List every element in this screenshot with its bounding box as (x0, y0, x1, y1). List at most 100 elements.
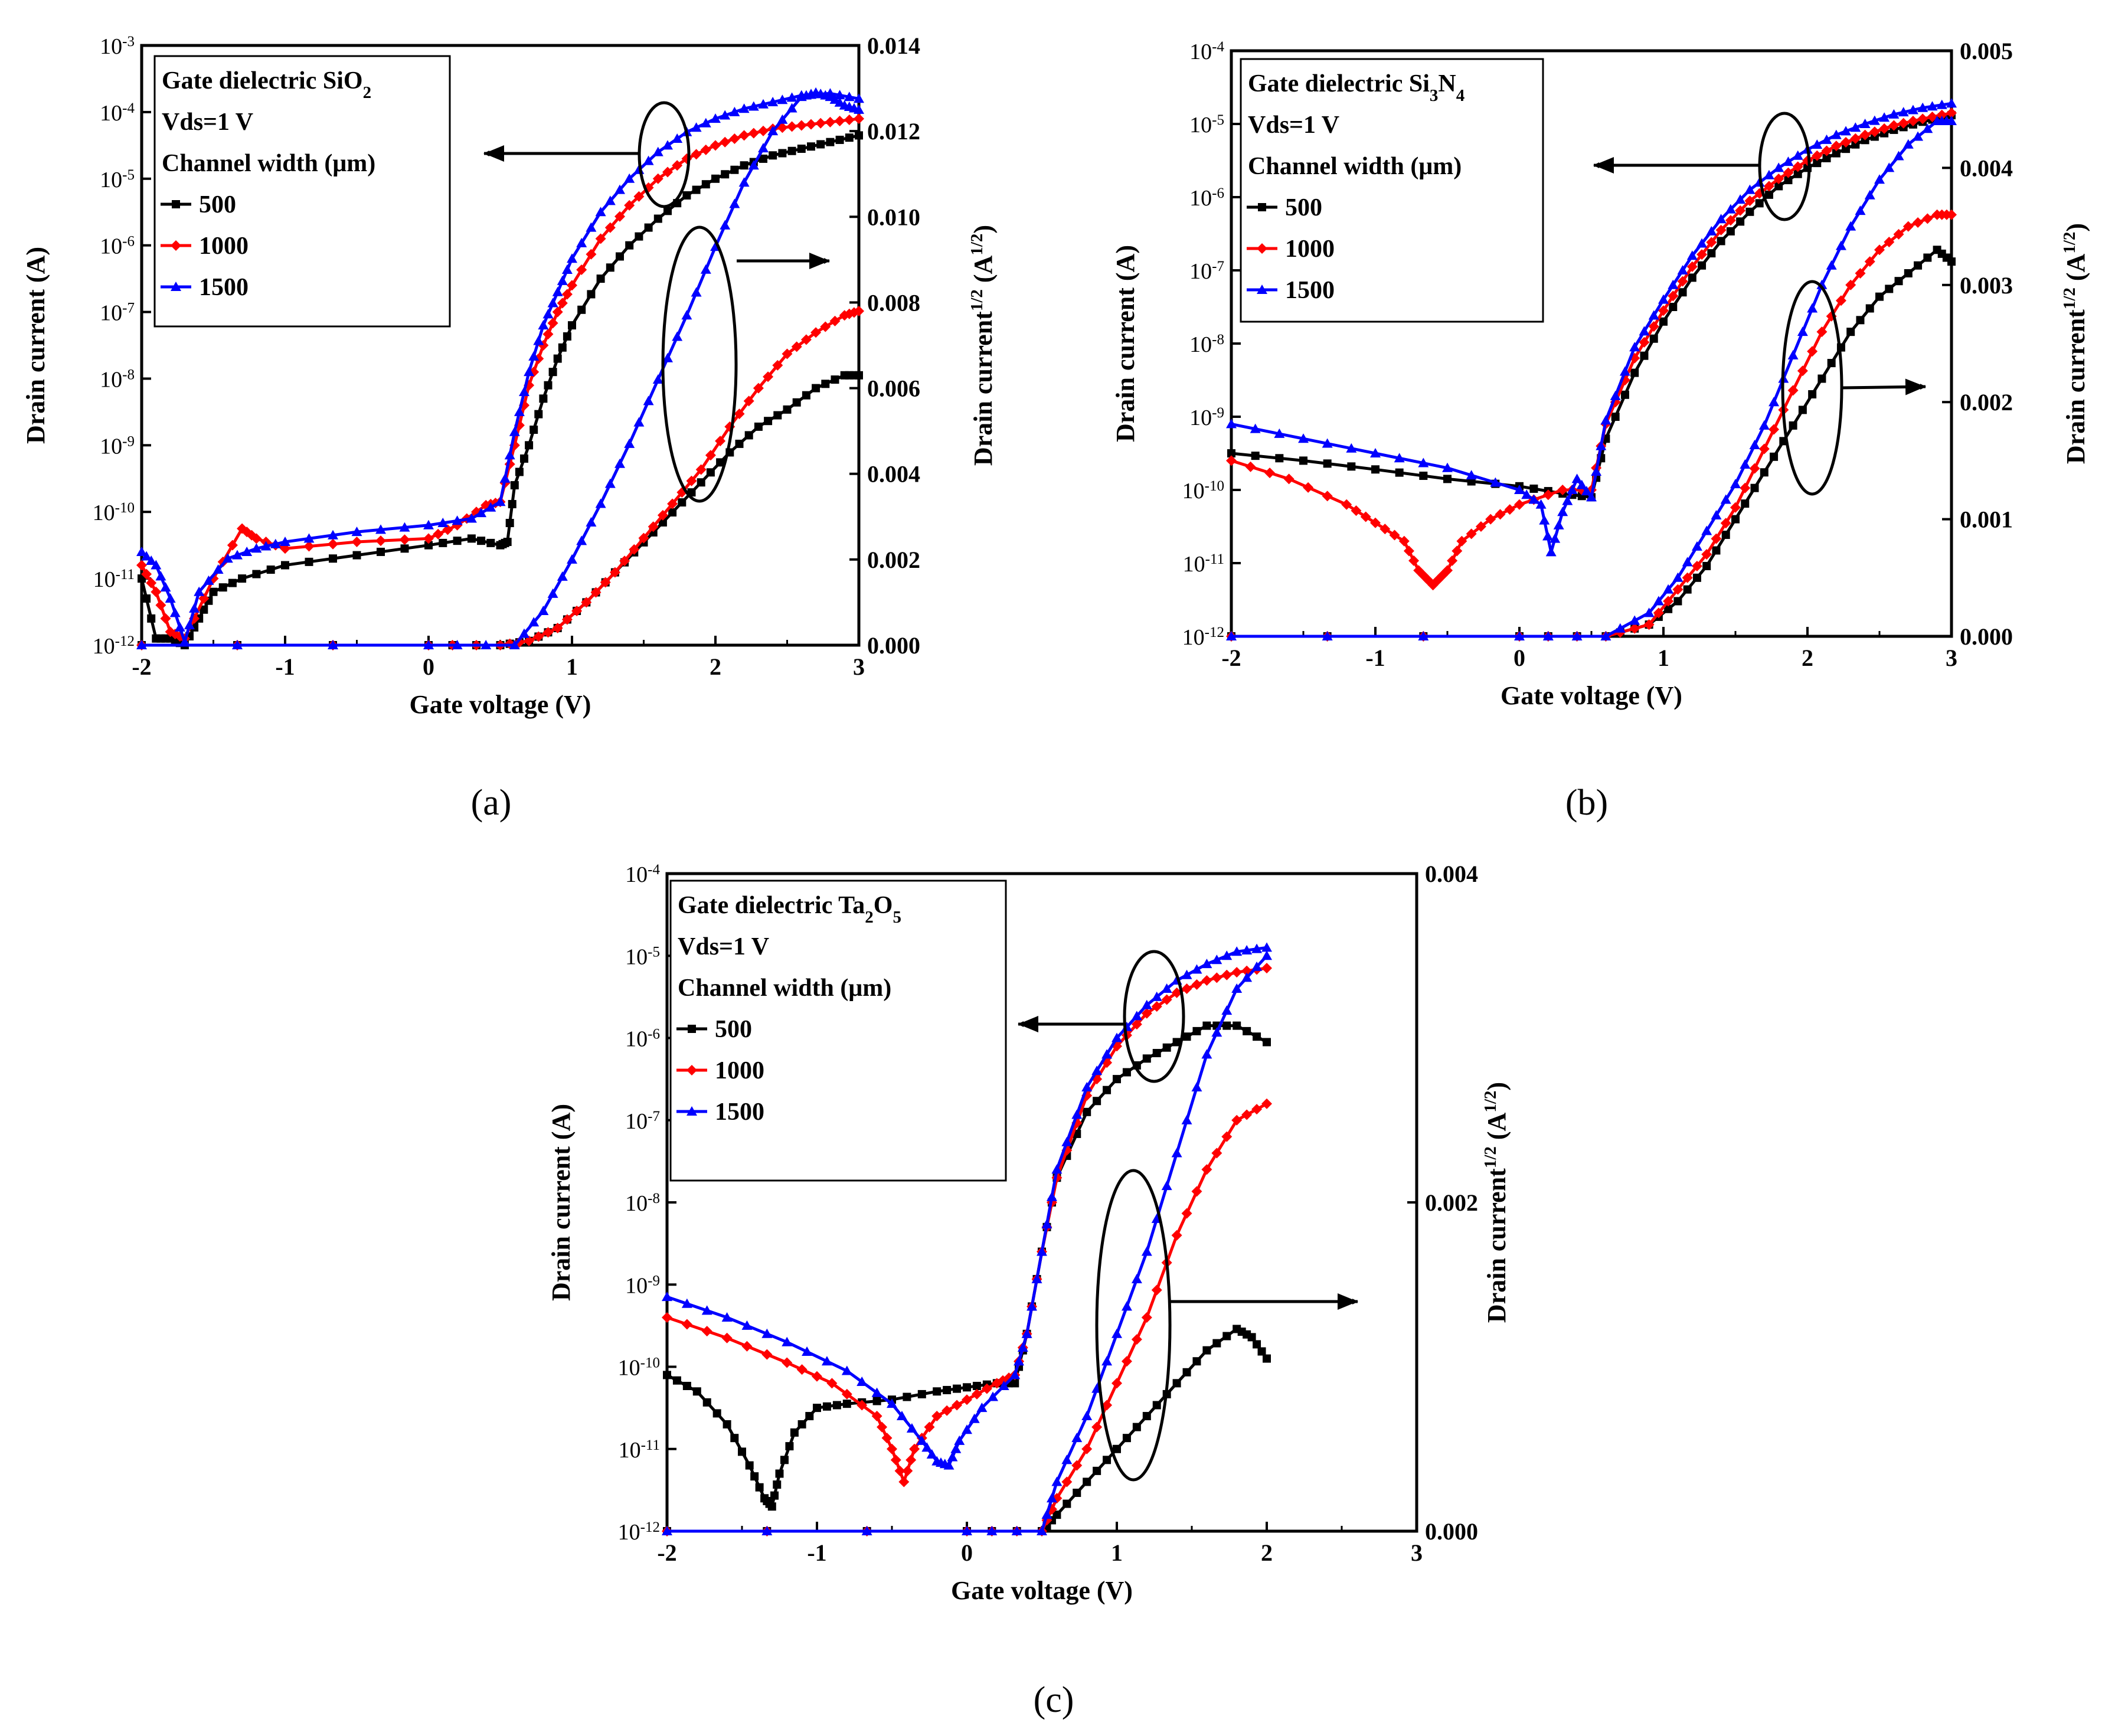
data-point-1500 (720, 220, 731, 230)
data-point-500 (644, 223, 653, 232)
data-point-1500 (1061, 1136, 1073, 1146)
data-point-500 (281, 561, 289, 570)
data-point-1000 (151, 586, 162, 597)
legend-title: Gate dielectric Si3N4 (1248, 70, 1465, 105)
data-point-1500 (1787, 349, 1799, 359)
y-right-tick-label: 0.000 (867, 632, 920, 659)
y-left-tick-label: 10-10 (93, 500, 135, 526)
data-point-1500 (1071, 1433, 1083, 1443)
data-point-1500 (1715, 214, 1727, 224)
data-point-1000 (609, 567, 620, 578)
data-point-1500 (681, 1298, 692, 1308)
data-point-500 (508, 500, 517, 509)
data-point-500 (770, 1491, 779, 1500)
data-point-1500 (519, 387, 529, 397)
data-point-1500 (1490, 477, 1501, 487)
data-point-1500 (777, 114, 788, 124)
data-point-1500 (452, 515, 463, 525)
data-point-1000 (1946, 107, 1957, 119)
data-point-1500 (954, 1435, 965, 1445)
data-point-500 (1142, 1054, 1151, 1063)
data-point-1500 (1014, 1356, 1025, 1366)
data-point-1000 (1360, 511, 1371, 522)
data-point-1000 (1264, 467, 1276, 479)
data-point-500 (1251, 452, 1260, 460)
data-point-500 (692, 185, 701, 194)
y-left-tick-label: 10-6 (100, 233, 135, 259)
data-point-1500 (542, 309, 554, 319)
data-point-1500 (1893, 151, 1904, 161)
data-point-1500 (538, 320, 549, 330)
data-point-1500 (136, 640, 147, 649)
data-point-1500 (155, 571, 166, 581)
data-point-1500 (1191, 964, 1202, 974)
data-point-1000 (1442, 565, 1453, 576)
y-left-tick-label: 10-4 (1189, 39, 1224, 65)
data-point-1500 (691, 287, 702, 297)
data-point-1000 (902, 1465, 913, 1476)
data-point-500 (505, 519, 514, 528)
legend-marker-500 (172, 200, 180, 208)
data-point-1000 (743, 395, 754, 407)
data-point-500 (1257, 1347, 1266, 1356)
data-point-500 (1721, 531, 1730, 540)
data-point-1500 (1567, 485, 1578, 494)
data-point-500 (872, 1397, 881, 1405)
data-point-1500 (1596, 440, 1607, 450)
data-point-1500 (1643, 607, 1655, 617)
legend-marker-1500 (1257, 285, 1267, 294)
data-point-1000 (1408, 555, 1420, 566)
data-point-1000 (952, 1400, 963, 1411)
data-point-1000 (748, 127, 759, 139)
data-point-1000 (1720, 518, 1731, 529)
data-point-1000 (557, 297, 568, 309)
x-tick-label: 3 (853, 653, 865, 680)
y-left-tick-label: 10-11 (1183, 551, 1224, 577)
data-point-1500 (1466, 470, 1477, 480)
data-point-1000 (1663, 596, 1674, 607)
data-point-1000 (1447, 555, 1458, 566)
data-point-1500 (519, 628, 529, 638)
data-point-500 (1122, 1434, 1131, 1443)
data-point-500 (1233, 1021, 1241, 1030)
data-point-500 (835, 135, 844, 144)
data-point-1500 (1514, 485, 1525, 494)
data-point-500 (1789, 421, 1797, 430)
panel-c: -2 -1 0 1 2 3 10-12 10-11 10-10 10-9 10-8 10-7 10-6 1… (547, 861, 1511, 1605)
data-point-500 (1172, 1379, 1181, 1388)
data-point-500 (1323, 459, 1332, 468)
data-point-1500 (1071, 1109, 1083, 1119)
data-point-1000 (1658, 305, 1669, 316)
data-point-1000 (586, 249, 597, 260)
data-point-1500 (998, 1380, 1009, 1390)
data-point-1500 (1769, 397, 1780, 407)
data-point-1000 (1792, 161, 1803, 172)
data-point-1000 (1398, 535, 1410, 547)
data-point-1000 (1893, 228, 1904, 240)
data-point-1000 (552, 306, 563, 318)
data-point-500 (266, 565, 275, 574)
data-point-500 (721, 170, 730, 179)
data-point-1500 (1581, 486, 1592, 496)
data-point-1500 (1653, 596, 1664, 606)
data-point-500 (1717, 237, 1725, 246)
data-point-1000 (1639, 336, 1650, 348)
data-point-1000 (786, 121, 797, 132)
data-point-1000 (700, 144, 711, 155)
data-point-1500 (1121, 1301, 1132, 1311)
data-point-1500 (1830, 129, 1842, 139)
data-point-500 (1923, 253, 1932, 262)
data-point-1000 (887, 1443, 897, 1454)
data-point-1500 (906, 1423, 917, 1433)
data-point-500 (767, 1502, 776, 1511)
data-point-1500 (576, 237, 587, 247)
legend-line: Channel width (μm) (1248, 153, 1462, 180)
data-point-1000 (533, 631, 544, 642)
data-point-1000 (1245, 461, 1256, 472)
data-point-500 (1914, 261, 1923, 270)
data-point-500 (678, 498, 687, 507)
data-point-1500 (533, 335, 544, 345)
y-right-tick-label: 0.002 (1960, 389, 2013, 416)
y-right-tick-label: 0.012 (867, 118, 920, 145)
data-point-500 (1851, 140, 1860, 149)
